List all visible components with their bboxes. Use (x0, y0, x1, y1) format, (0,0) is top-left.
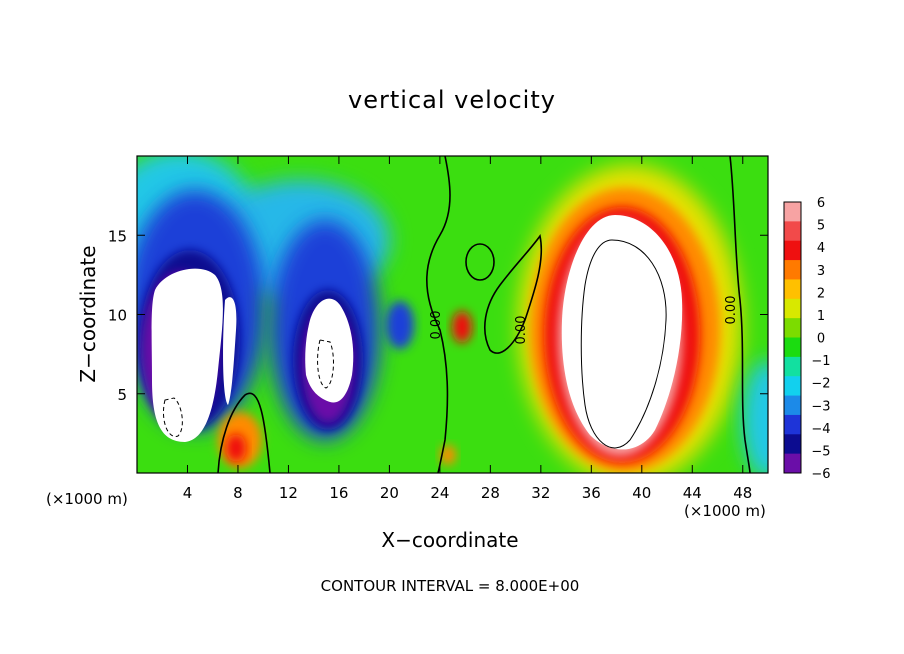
updraft-tiny-orange (440, 445, 456, 465)
dashed-contour-1 (163, 397, 183, 437)
x-tick-label: 4 (183, 484, 193, 502)
colorbar-label: 1 (817, 309, 825, 324)
colorbar-segment (784, 240, 801, 261)
x-tick-label: 44 (683, 484, 702, 502)
colorbar-segment (784, 356, 801, 377)
x-tick-label: 36 (582, 484, 601, 502)
y-tick-label: 10 (108, 307, 127, 325)
colorbar-label: −1 (811, 354, 830, 369)
colorbar-segment (784, 453, 801, 474)
dashed-contour-2 (317, 339, 334, 389)
colorbar-label: −6 (811, 467, 830, 482)
contour-labels: 0.00 0.00 0.00 (429, 296, 739, 345)
contour-interval-note: CONTOUR INTERVAL = 8.000E+00 (320, 577, 580, 595)
colorbar-label: 5 (817, 219, 825, 234)
small-blue-cell (386, 301, 414, 349)
updraft-white-core (561, 215, 683, 450)
x-tick-label: 24 (430, 484, 449, 502)
contour-line-6 (580, 239, 667, 449)
x-unit-label-right: (×1000 m) (684, 502, 766, 520)
contour-line-4 (217, 392, 271, 473)
y-tick-label: 5 (117, 386, 127, 404)
contour-lines (217, 156, 751, 473)
colorbar: 6 5 4 3 2 1 0 −1 −2 −3 −4 −5 −6 (783, 196, 831, 482)
colorbar-label: −2 (811, 377, 830, 392)
x-unit-label-left: (×1000 m) (46, 490, 128, 508)
colorbar-segment (784, 395, 801, 416)
contour-line-2 (484, 234, 543, 354)
x-tick-label: 32 (531, 484, 550, 502)
y-tick-label: 15 (108, 227, 127, 245)
x-tick-label: 40 (632, 484, 651, 502)
colorbar-label: −5 (811, 444, 830, 459)
colorbar-segment (784, 376, 801, 397)
colorbar-label: 2 (817, 286, 825, 301)
colorbar-label: 3 (817, 264, 825, 279)
x-tick-label: 28 (481, 484, 500, 502)
colorbar-segment (784, 279, 801, 300)
colorbar-segment (784, 414, 801, 435)
colorbar-label: 4 (817, 241, 825, 256)
colorbar-segment (784, 202, 801, 222)
colorbar-segment (784, 298, 801, 319)
x-tick-label: 8 (233, 484, 243, 502)
x-axis-label: X−coordinate (381, 528, 519, 552)
updraft-small-red (226, 434, 246, 462)
x-tick-label: 12 (279, 484, 298, 502)
chart-title: vertical velocity (348, 86, 556, 114)
contour-line-5 (465, 243, 495, 281)
colorbar-label: −4 (811, 422, 830, 437)
colorbar-label: 0 (817, 332, 825, 347)
contour-line-1 (426, 156, 451, 473)
colorbar-frame (783, 201, 802, 474)
updraft-mid-red (452, 311, 472, 343)
x-tick-label: 20 (380, 484, 399, 502)
heatmap-field (137, 156, 768, 473)
contour-line-3 (729, 156, 751, 473)
downdraft-left-white-strip (223, 297, 237, 405)
negative-contours (163, 339, 334, 437)
contour-label: 0.00 (724, 296, 739, 325)
colorbar-segment (784, 337, 801, 358)
x-tick-label: 16 (329, 484, 348, 502)
contour-label: 0.00 (514, 316, 529, 345)
downdraft-mid-white-core (305, 298, 354, 403)
downdraft-left-white-core (151, 268, 223, 442)
colorbar-label: −3 (811, 399, 830, 414)
colorbar-segment (784, 318, 801, 338)
colorbar-segment (784, 221, 801, 242)
colorbar-label: 6 (817, 196, 825, 211)
right-edge-cool (742, 360, 768, 473)
x-tick-label: 48 (733, 484, 752, 502)
colorbar-segment (784, 434, 801, 455)
contour-label: 0.00 (429, 311, 444, 340)
colorbar-segment (784, 260, 801, 280)
